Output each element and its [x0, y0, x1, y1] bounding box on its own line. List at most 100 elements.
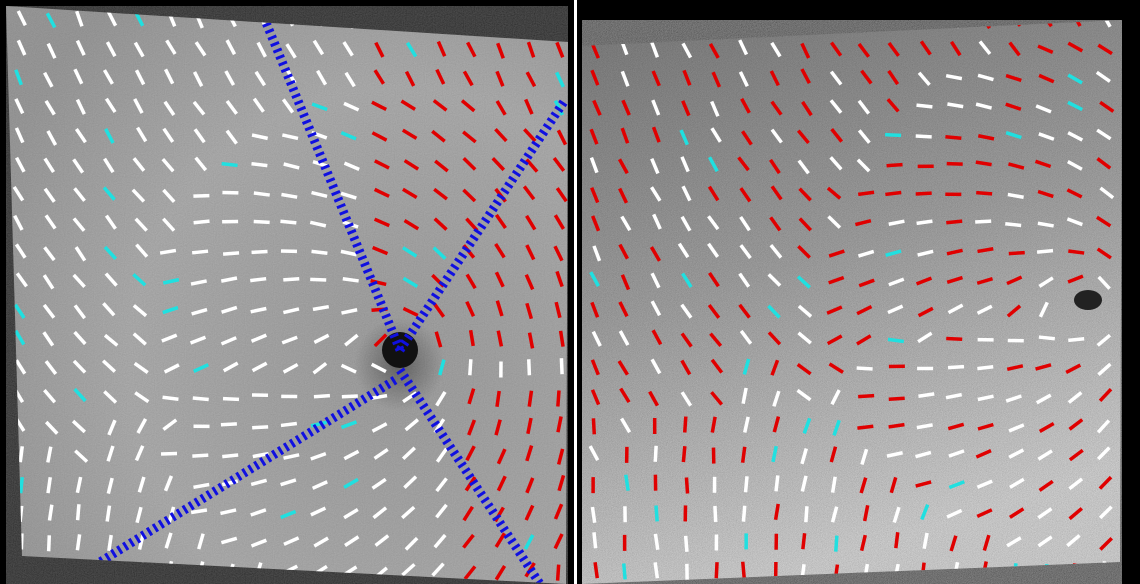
wind-vector	[74, 128, 87, 144]
wind-vector	[1009, 477, 1025, 489]
wind-vector	[162, 188, 176, 203]
wind-vector	[281, 98, 295, 114]
wind-vector	[977, 73, 994, 82]
wind-vector	[827, 215, 842, 229]
wind-vector	[977, 246, 994, 254]
wind-vector	[801, 533, 807, 550]
wind-vector	[946, 219, 963, 225]
wind-vector	[74, 449, 89, 463]
wind-vector	[341, 308, 358, 315]
wind-vector	[433, 217, 448, 231]
wind-vector	[344, 535, 360, 547]
wind-vector	[796, 362, 812, 376]
wind-vector	[72, 359, 87, 374]
wind-vector	[103, 333, 119, 347]
wind-vector	[742, 358, 751, 375]
wind-vector	[978, 40, 992, 56]
wind-vector	[433, 533, 447, 549]
wind-vector	[767, 273, 782, 287]
wind-vector	[435, 391, 447, 407]
wind-vector	[798, 217, 813, 232]
wind-vector	[620, 417, 632, 434]
wind-vector	[106, 10, 118, 27]
wind-vector	[405, 41, 418, 58]
wind-vector	[343, 449, 360, 461]
wind-vector	[466, 41, 477, 58]
wind-vector	[43, 388, 57, 404]
wind-vector	[650, 157, 660, 175]
wind-vector	[590, 187, 600, 204]
wind-vector	[468, 329, 475, 347]
wind-vector	[1097, 362, 1112, 376]
wind-vector	[160, 451, 178, 456]
wind-vector	[311, 249, 328, 256]
wind-vector	[75, 39, 86, 56]
wind-vector	[404, 418, 420, 432]
wind-vector	[525, 71, 537, 88]
wind-vector	[494, 127, 508, 143]
wind-vector	[889, 476, 898, 494]
wind-vector	[948, 20, 961, 29]
wind-vector	[431, 562, 445, 577]
wind-vector	[106, 477, 114, 494]
wind-vector	[798, 20, 809, 27]
wind-vector	[104, 272, 118, 287]
wind-vector	[252, 97, 265, 113]
wind-vector	[1008, 41, 1021, 57]
wind-vector	[552, 157, 566, 172]
wind-vector	[590, 359, 600, 376]
wind-vector	[106, 445, 115, 462]
wind-vector	[491, 157, 506, 172]
wind-vector	[134, 217, 148, 232]
wind-vector	[435, 68, 446, 85]
wind-vector	[402, 306, 419, 317]
wind-vector	[250, 276, 267, 283]
wind-vector	[524, 274, 535, 291]
wind-vector	[132, 157, 146, 172]
right-sar-image	[582, 20, 1122, 584]
wind-vector	[46, 476, 53, 494]
wind-vector	[525, 244, 536, 261]
wind-vector	[800, 42, 811, 59]
wind-vector	[16, 10, 27, 27]
wind-vector	[977, 422, 994, 431]
wind-vector	[829, 41, 843, 57]
wind-vector	[772, 20, 782, 29]
wind-vector	[1007, 192, 1024, 199]
wind-vector	[592, 532, 598, 549]
wind-vector	[15, 272, 28, 288]
wind-vector	[402, 276, 419, 288]
wind-vector	[135, 506, 143, 524]
wind-vector	[854, 218, 872, 227]
wind-vector	[15, 563, 21, 580]
wind-vector	[462, 157, 477, 171]
wind-vector	[345, 12, 355, 29]
wind-vector	[19, 533, 24, 550]
wind-vector	[916, 103, 933, 109]
wind-vector	[1006, 536, 1022, 548]
wind-vector	[888, 219, 905, 226]
wind-vector	[1099, 536, 1113, 551]
wind-vector	[312, 39, 325, 56]
wind-vector	[342, 41, 354, 57]
wind-vector	[1098, 475, 1113, 490]
wind-vector	[886, 98, 900, 113]
wind-vector	[977, 134, 995, 141]
divider	[574, 0, 577, 584]
wind-vector	[654, 505, 659, 522]
wind-vector	[591, 418, 597, 435]
wind-vector	[800, 475, 808, 492]
wind-vector	[916, 219, 933, 226]
wind-vector	[75, 10, 84, 27]
wind-vector	[494, 419, 502, 436]
wind-vector	[590, 389, 601, 406]
wind-vector	[1068, 418, 1084, 431]
wind-vector	[1097, 275, 1111, 290]
wind-vector	[467, 388, 476, 405]
wind-vector	[400, 99, 416, 111]
wind-vector	[708, 156, 719, 173]
wind-vector	[135, 243, 149, 258]
wind-vector	[194, 156, 208, 172]
wind-vector	[797, 304, 813, 318]
wind-vector	[651, 99, 661, 116]
